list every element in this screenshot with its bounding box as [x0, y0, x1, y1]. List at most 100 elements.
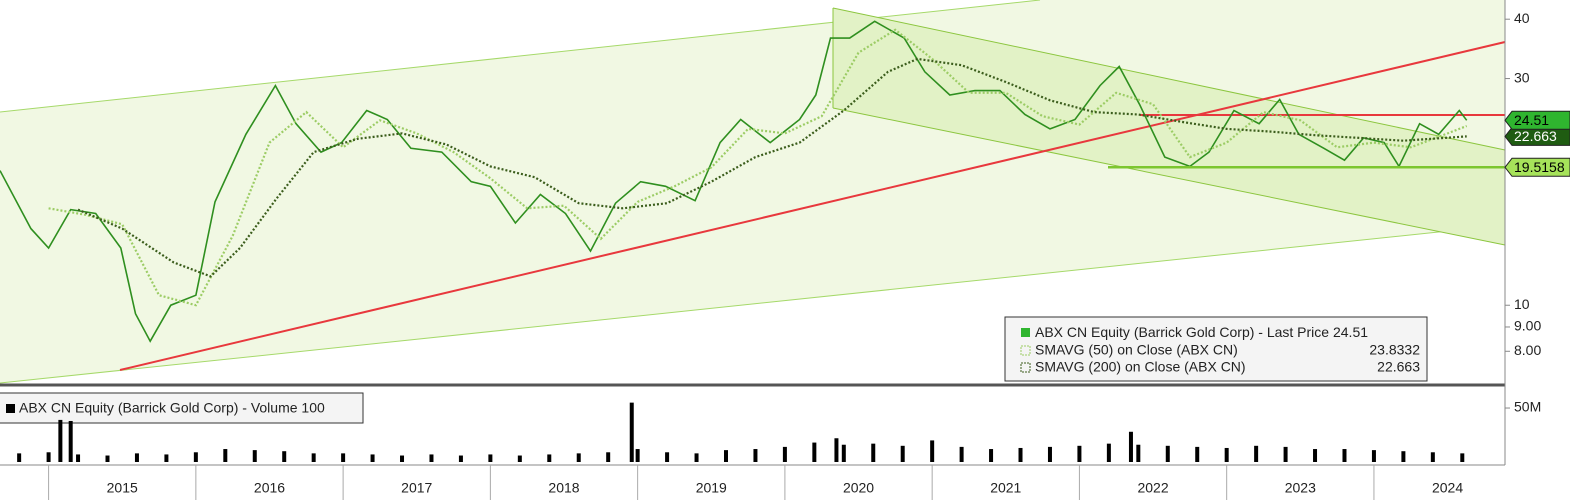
legend-value: 23.8332 — [1369, 342, 1420, 358]
legend-box — [0, 392, 364, 424]
y-tick-label: 10 — [1514, 296, 1530, 312]
volume-bar — [723, 450, 728, 462]
legend-swatch — [1020, 362, 1031, 373]
volume-bar — [341, 453, 346, 462]
volume-bar — [900, 445, 905, 462]
volume-bar — [1195, 446, 1200, 462]
x-tick-label: 2021 — [990, 480, 1021, 496]
legend-value: 22.663 — [1377, 359, 1420, 375]
legend-swatch — [6, 404, 15, 413]
volume-bar — [753, 449, 758, 462]
volume-bar — [1077, 445, 1082, 462]
volume-bar — [17, 453, 22, 462]
volume-bar — [1371, 450, 1376, 462]
volume-bar — [1047, 446, 1052, 462]
moving-average — [48, 28, 1468, 307]
volume-bar — [488, 454, 493, 462]
legend-label: ABX CN Equity (Barrick Gold Corp) - Last… — [1035, 324, 1329, 340]
volume-bar — [841, 444, 846, 462]
y-tick-label: 30 — [1514, 69, 1530, 85]
legend-label: ABX CN Equity (Barrick Gold Corp) - Last… — [1035, 324, 1368, 340]
volume-bar — [959, 446, 964, 462]
volume-bar — [134, 453, 139, 462]
volume-bar — [76, 454, 81, 462]
legend-box — [1004, 316, 1428, 382]
volume-bar — [930, 440, 935, 462]
volume-bar — [164, 454, 169, 462]
volume-bar — [1313, 449, 1318, 462]
plot-area — [0, 20, 1505, 343]
x-tick-label: 2017 — [401, 480, 432, 496]
volume-bar — [400, 455, 405, 462]
moving-average — [77, 57, 1467, 278]
volume-bar — [782, 446, 787, 462]
volume-bar — [606, 452, 611, 462]
volume-bar — [547, 454, 552, 462]
volume-bar — [311, 453, 316, 462]
legend-label: ABX CN Equity (Barrick Gold Corp) - Volu… — [19, 400, 325, 416]
volume-bar — [1342, 449, 1347, 462]
y-tick-label: 50M — [1514, 399, 1541, 415]
volume-bar — [989, 449, 994, 462]
legend: ABX CN Equity (Barrick Gold Corp) - Last… — [1004, 316, 1428, 382]
legend-label: SMAVG (50) on Close (ABX CN) — [1035, 342, 1238, 358]
volume-bar — [252, 450, 257, 462]
volume-bar — [1401, 451, 1406, 462]
volume-bar — [1136, 444, 1141, 462]
volume-bar — [68, 420, 73, 462]
volume-bar — [1283, 446, 1288, 462]
legend-swatch — [1020, 345, 1031, 356]
x-tick-label: 2015 — [107, 480, 138, 496]
volume-bar — [665, 452, 670, 462]
legend-value: 24.51 — [1333, 324, 1368, 340]
value-tag — [1504, 157, 1570, 177]
volume-bar — [193, 452, 198, 462]
y-tick-label: 8.00 — [1514, 342, 1541, 358]
x-tick-label: 2024 — [1432, 480, 1463, 496]
volume-bar — [105, 455, 110, 462]
volume-bar — [1460, 453, 1465, 462]
volume-bar — [1254, 445, 1259, 462]
volume-bar — [1224, 447, 1229, 462]
volume-bar — [58, 419, 63, 462]
volume-bar — [1165, 445, 1170, 462]
volume-bar — [694, 453, 699, 462]
volume-bar — [46, 452, 51, 462]
volume-bar — [429, 454, 434, 462]
price-line — [0, 20, 1468, 343]
channel-line — [0, 224, 1506, 384]
value-tag-label: 24.51 — [1514, 112, 1549, 128]
legend-swatch — [1021, 328, 1030, 337]
legend-label: SMAVG (200) on Close (ABX CN) — [1035, 359, 1246, 375]
volume-bar — [834, 438, 839, 462]
value-tag — [1504, 110, 1570, 130]
volume-bar — [871, 443, 876, 462]
volume-bar — [282, 451, 287, 462]
volume-bar — [1018, 447, 1023, 462]
volume-bar — [576, 453, 581, 462]
channel-line — [832, 107, 1506, 246]
y-tick-label: 40 — [1514, 10, 1530, 26]
trend-line — [119, 41, 1506, 371]
falling-channel — [833, 8, 1505, 245]
x-tick-label: 2020 — [843, 480, 874, 496]
channel-line — [832, 7, 1506, 151]
value-tag-label: 19.5158 — [1514, 159, 1565, 175]
x-tick-label: 2022 — [1137, 480, 1168, 496]
volume-bar — [1128, 431, 1133, 462]
x-tick-label: 2023 — [1285, 480, 1316, 496]
volume-bar — [223, 449, 228, 462]
volume-bar — [1430, 452, 1435, 462]
volume-bar — [635, 449, 640, 462]
volume-legend: ABX CN Equity (Barrick Gold Corp) - Volu… — [0, 392, 364, 424]
volume-bar — [517, 455, 522, 462]
x-tick-label: 2016 — [254, 480, 285, 496]
volume-bar — [458, 455, 463, 462]
x-tick-label: 2018 — [548, 480, 579, 496]
volume-bar — [370, 454, 375, 462]
volume-bar — [1106, 443, 1111, 462]
x-tick-label: 2019 — [696, 480, 727, 496]
value-tag — [1504, 126, 1570, 146]
y-tick-label: 9.00 — [1514, 318, 1541, 334]
